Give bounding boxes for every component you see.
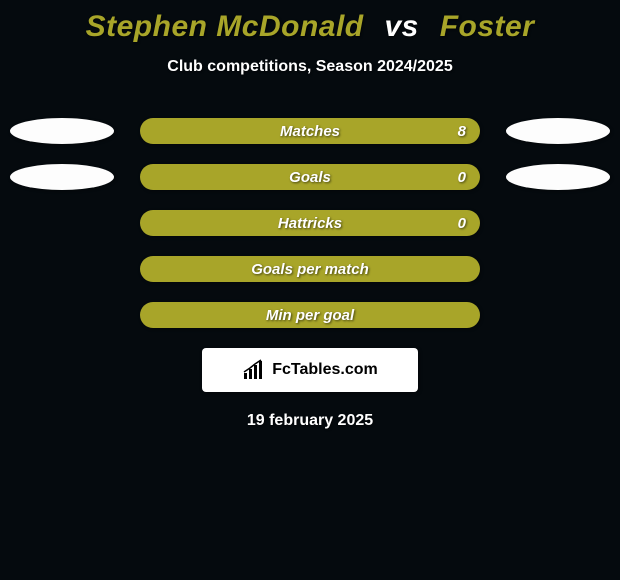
stat-value: 0	[458, 215, 466, 232]
comparison-card: Stephen McDonald vs Foster Club competit…	[0, 0, 620, 580]
player1-ellipse	[10, 164, 114, 190]
stat-bar: Goals per match	[140, 256, 480, 282]
date-text: 19 february 2025	[0, 412, 620, 430]
subtitle: Club competitions, Season 2024/2025	[0, 58, 620, 76]
title: Stephen McDonald vs Foster	[0, 0, 620, 44]
stat-label: Goals per match	[251, 261, 369, 278]
stat-row: Matches 8	[0, 118, 620, 144]
spacer	[506, 210, 610, 236]
stat-label: Min per goal	[266, 307, 354, 324]
stat-row: Hattricks 0	[0, 210, 620, 236]
title-vs: vs	[384, 10, 418, 43]
spacer	[10, 256, 114, 282]
stat-label: Hattricks	[278, 215, 342, 232]
stat-bar: Matches 8	[140, 118, 480, 144]
badge-wrap: FcTables.com	[0, 348, 620, 392]
stat-row: Min per goal	[0, 302, 620, 328]
stat-label: Matches	[280, 123, 340, 140]
spacer	[10, 210, 114, 236]
player2-ellipse	[506, 118, 610, 144]
stat-rows: Matches 8 Goals 0 Hattricks 0 Goals per match M…	[0, 118, 620, 328]
player1-ellipse	[10, 118, 114, 144]
stat-row: Goals 0	[0, 164, 620, 190]
player1-name: Stephen McDonald	[86, 10, 364, 43]
barchart-icon	[242, 359, 266, 381]
source-badge[interactable]: FcTables.com	[202, 348, 418, 392]
stat-bar: Min per goal	[140, 302, 480, 328]
stat-value: 8	[458, 123, 466, 140]
badge-text: FcTables.com	[272, 361, 378, 379]
spacer	[506, 256, 610, 282]
stat-value: 0	[458, 169, 466, 186]
stat-bar: Goals 0	[140, 164, 480, 190]
player2-name: Foster	[440, 10, 535, 43]
stat-bar: Hattricks 0	[140, 210, 480, 236]
stat-label: Goals	[289, 169, 331, 186]
stat-row: Goals per match	[0, 256, 620, 282]
spacer	[10, 302, 114, 328]
spacer	[506, 302, 610, 328]
player2-ellipse	[506, 164, 610, 190]
